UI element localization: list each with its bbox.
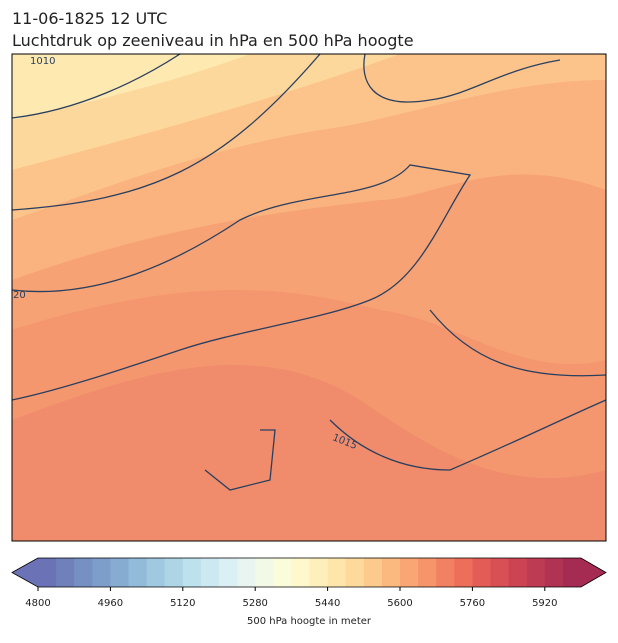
colorbar-segment bbox=[490, 558, 510, 587]
map-frame bbox=[11, 53, 607, 542]
colorbar-tick-label: 4800 bbox=[25, 598, 50, 609]
title: 11-06-1825 12 UTC bbox=[12, 9, 167, 28]
colorbar-segment bbox=[38, 558, 57, 587]
colorbar-tick-label: 5760 bbox=[460, 598, 485, 609]
colorbar-tick-label: 5440 bbox=[315, 598, 340, 609]
subtitle: Luchtdruk op zeeniveau in hPa en 500 hPa… bbox=[12, 31, 414, 50]
colorbar-label: 500 hPa hoogte in meter bbox=[247, 616, 372, 627]
colorbar-outline bbox=[11, 557, 607, 588]
colorbar-segment bbox=[146, 558, 166, 587]
colorbar-tick-label: 4960 bbox=[98, 598, 123, 609]
colorbar-segment bbox=[381, 558, 401, 587]
colorbar-extend bbox=[12, 558, 38, 587]
colorbar-extend bbox=[581, 558, 606, 587]
map bbox=[12, 54, 606, 541]
colorbar-segment bbox=[400, 558, 419, 587]
colorbar-segment bbox=[128, 558, 148, 587]
colorbar-segment bbox=[182, 558, 202, 587]
colorbar-segment bbox=[544, 558, 564, 587]
colorbar-segment bbox=[56, 558, 75, 587]
colorbar-segment bbox=[273, 558, 292, 587]
colorbar-segment bbox=[454, 558, 473, 587]
colorbar-tick-label: 5120 bbox=[170, 598, 195, 609]
colorbar-tick-label: 5920 bbox=[532, 598, 557, 609]
colorbar-segment bbox=[508, 558, 528, 587]
colorbar-segment bbox=[526, 558, 546, 587]
colorbar-segment bbox=[219, 558, 238, 587]
colorbar-segment bbox=[327, 558, 347, 587]
colorbar-segment bbox=[291, 558, 310, 587]
colorbar-segment bbox=[562, 558, 582, 587]
contour-label: 20 bbox=[13, 290, 26, 301]
colorbar-tick-label: 5600 bbox=[387, 598, 412, 609]
colorbar-segment bbox=[110, 558, 129, 587]
colorbar-segment bbox=[363, 558, 383, 587]
colorbar-segment bbox=[92, 558, 111, 587]
colorbar-segment bbox=[345, 558, 365, 587]
colorbar-segment bbox=[74, 558, 93, 587]
colorbar-segment bbox=[418, 558, 437, 587]
colorbar-segment bbox=[436, 558, 455, 587]
colorbar-segment bbox=[255, 558, 274, 587]
colorbar-segment bbox=[472, 558, 491, 587]
colorbar-segment bbox=[309, 558, 329, 587]
colorbar-segment bbox=[164, 558, 184, 587]
contour-label: 1010 bbox=[30, 56, 55, 67]
colorbar-segment bbox=[237, 558, 256, 587]
colorbar-segment bbox=[200, 558, 220, 587]
colorbar: 4800 4960 5120 5280 5440 5600 5760 5920 bbox=[11, 557, 607, 609]
colorbar-tick-label: 5280 bbox=[242, 598, 267, 609]
